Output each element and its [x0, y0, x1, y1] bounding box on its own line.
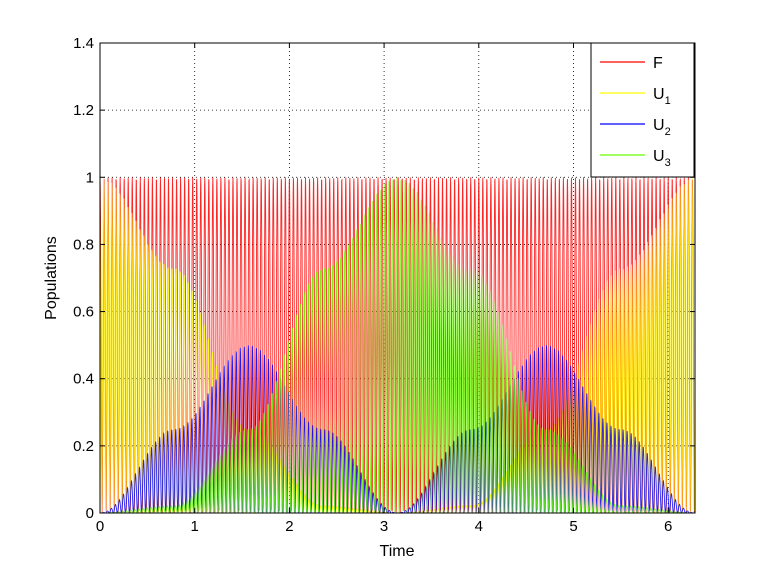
legend-label: U2: [653, 117, 671, 138]
series-group: [100, 177, 695, 513]
y-tick-label: 1.4: [73, 35, 94, 52]
legend-label-main: F: [653, 55, 663, 72]
series-line-u3: [100, 177, 695, 513]
series-line-u2: [100, 345, 695, 513]
y-tick-label: 0.4: [73, 371, 94, 388]
y-tick-label: 0.8: [73, 236, 94, 253]
axis-ticks: 0 1 2 3 4 5 6 0 0.2 0.4 0.6 0.8 1 1.2 1.4: [73, 35, 695, 535]
legend-label-main: U: [653, 117, 665, 134]
y-tick-label: 1: [86, 169, 94, 186]
x-tick-label: 4: [475, 518, 483, 535]
legend-label-main: U: [653, 148, 665, 165]
legend-box: [590, 42, 695, 178]
legend-label: U3: [653, 148, 671, 169]
x-tick-label: 6: [664, 518, 672, 535]
legend-label-main: U: [653, 86, 665, 103]
x-axis-label: Time: [380, 543, 415, 560]
x-tick-label: 1: [191, 518, 199, 535]
legend-label: U1: [653, 86, 671, 107]
y-axis-label: Populations: [43, 236, 60, 320]
legend-label-subscript: 3: [665, 157, 671, 169]
legend-label-subscript: 1: [665, 95, 671, 107]
y-tick-label: 0.2: [73, 438, 94, 455]
x-tick-label: 2: [285, 518, 293, 535]
x-tick-label: 3: [380, 518, 388, 535]
x-tick-label: 5: [569, 518, 577, 535]
legend-label-subscript: 2: [665, 126, 671, 138]
y-tick-label: 1.2: [73, 102, 94, 119]
plot-frame: [99, 42, 696, 514]
y-tick-label: 0.6: [73, 304, 94, 321]
legend-label: F: [653, 55, 663, 72]
x-tick-label: 0: [96, 518, 104, 535]
y-tick-label: 0: [86, 505, 94, 522]
